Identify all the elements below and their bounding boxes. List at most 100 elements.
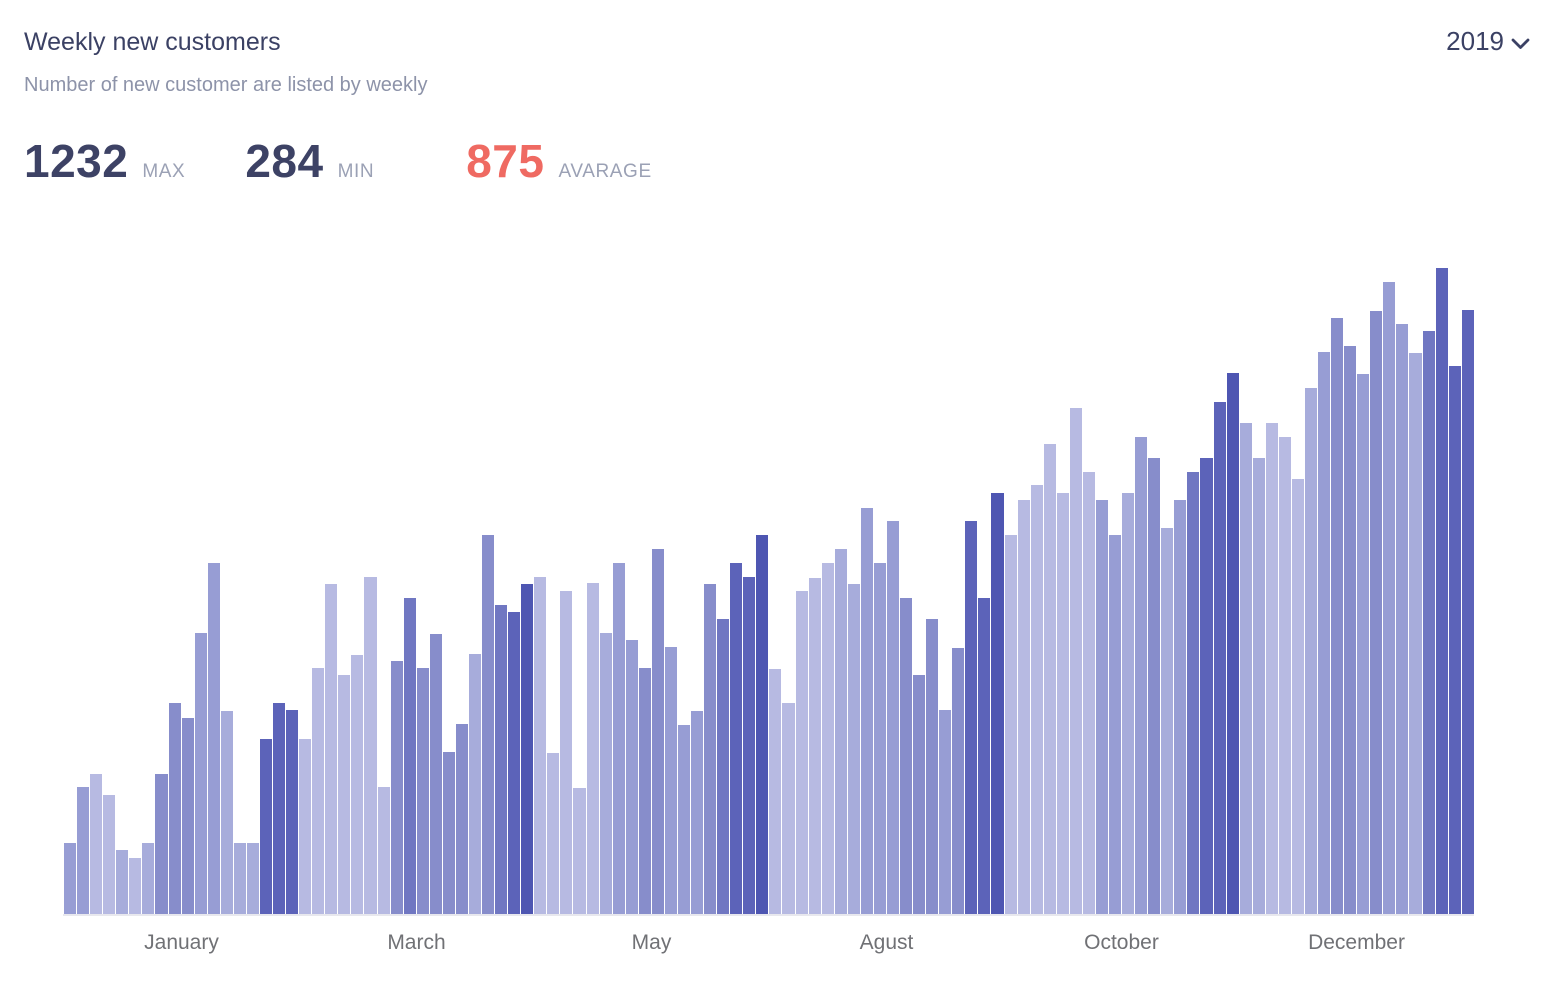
bar[interactable] bbox=[220, 711, 233, 914]
bar[interactable] bbox=[926, 618, 939, 914]
bar[interactable] bbox=[116, 850, 129, 914]
bar[interactable] bbox=[978, 597, 991, 914]
bar[interactable] bbox=[808, 577, 821, 914]
bar[interactable] bbox=[534, 576, 547, 914]
bar[interactable] bbox=[377, 787, 390, 914]
bar[interactable] bbox=[442, 751, 455, 914]
bar[interactable] bbox=[704, 584, 717, 914]
bar[interactable] bbox=[1239, 423, 1252, 914]
bar[interactable] bbox=[717, 618, 730, 914]
bar[interactable] bbox=[1213, 401, 1226, 914]
bar[interactable] bbox=[873, 563, 886, 914]
bar[interactable] bbox=[965, 521, 978, 914]
bar[interactable] bbox=[155, 774, 168, 914]
bar[interactable] bbox=[416, 668, 429, 914]
bar[interactable] bbox=[1278, 436, 1291, 914]
bar[interactable] bbox=[1095, 499, 1108, 914]
bar[interactable] bbox=[403, 597, 416, 914]
bar[interactable] bbox=[743, 576, 756, 914]
bar[interactable] bbox=[821, 563, 834, 914]
bar[interactable] bbox=[1409, 352, 1422, 914]
bar[interactable] bbox=[364, 576, 377, 914]
bar[interactable] bbox=[769, 669, 782, 914]
bar[interactable] bbox=[312, 668, 325, 914]
bar[interactable] bbox=[691, 711, 704, 914]
bar[interactable] bbox=[638, 668, 651, 914]
bar[interactable] bbox=[913, 674, 926, 914]
bar[interactable] bbox=[482, 534, 495, 914]
bar[interactable] bbox=[351, 654, 364, 914]
bar[interactable] bbox=[782, 703, 795, 914]
bar[interactable] bbox=[233, 843, 246, 914]
bar[interactable] bbox=[273, 703, 286, 914]
bar[interactable] bbox=[1422, 330, 1435, 914]
bar[interactable] bbox=[429, 634, 442, 914]
bar[interactable] bbox=[508, 612, 521, 914]
bar[interactable] bbox=[834, 549, 847, 914]
bar[interactable] bbox=[521, 584, 534, 914]
bar[interactable] bbox=[1304, 388, 1317, 914]
bar[interactable] bbox=[1252, 457, 1265, 914]
bar[interactable] bbox=[1017, 499, 1030, 914]
bar[interactable] bbox=[1357, 373, 1370, 914]
bar[interactable] bbox=[560, 591, 573, 914]
bar[interactable] bbox=[468, 653, 481, 914]
bar[interactable] bbox=[1187, 471, 1200, 914]
bar[interactable] bbox=[1318, 351, 1331, 914]
bar[interactable] bbox=[77, 787, 90, 914]
bar[interactable] bbox=[625, 639, 638, 914]
bar[interactable] bbox=[299, 738, 312, 914]
bar[interactable] bbox=[1344, 346, 1357, 914]
bar[interactable] bbox=[1056, 492, 1069, 914]
bar[interactable] bbox=[1030, 485, 1043, 914]
bar[interactable] bbox=[1265, 423, 1278, 914]
bar[interactable] bbox=[1291, 478, 1304, 914]
bar[interactable] bbox=[129, 857, 142, 914]
bar[interactable] bbox=[495, 605, 508, 914]
bar[interactable] bbox=[390, 660, 403, 914]
bar[interactable] bbox=[730, 563, 743, 914]
bar[interactable] bbox=[1069, 408, 1082, 914]
bar[interactable] bbox=[1004, 534, 1017, 914]
bar[interactable] bbox=[1043, 444, 1056, 914]
bar[interactable] bbox=[1383, 282, 1396, 914]
bar[interactable] bbox=[246, 843, 259, 914]
bar[interactable] bbox=[194, 632, 207, 914]
bar[interactable] bbox=[64, 843, 77, 914]
bar[interactable] bbox=[651, 549, 664, 914]
year-selector[interactable]: 2019 bbox=[1446, 26, 1530, 57]
bar[interactable] bbox=[756, 534, 769, 914]
bar[interactable] bbox=[455, 724, 468, 914]
bar[interactable] bbox=[142, 843, 155, 914]
bar[interactable] bbox=[325, 584, 338, 914]
bar[interactable] bbox=[168, 703, 181, 914]
bar[interactable] bbox=[586, 583, 599, 914]
bar[interactable] bbox=[677, 725, 690, 914]
bar[interactable] bbox=[286, 710, 299, 914]
bar[interactable] bbox=[1174, 499, 1187, 914]
bar[interactable] bbox=[599, 632, 612, 914]
bar[interactable] bbox=[207, 563, 220, 914]
bar[interactable] bbox=[1435, 268, 1448, 914]
bar[interactable] bbox=[1082, 471, 1095, 914]
bar[interactable] bbox=[547, 753, 560, 914]
bar[interactable] bbox=[1200, 457, 1213, 914]
bar[interactable] bbox=[1226, 372, 1239, 914]
bar[interactable] bbox=[900, 597, 913, 914]
bar[interactable] bbox=[795, 591, 808, 914]
bar[interactable] bbox=[1122, 492, 1135, 914]
bar[interactable] bbox=[860, 508, 873, 914]
bar[interactable] bbox=[991, 492, 1004, 914]
bar[interactable] bbox=[1109, 534, 1122, 914]
bar[interactable] bbox=[664, 647, 677, 914]
bar[interactable] bbox=[847, 584, 860, 914]
bar[interactable] bbox=[1396, 324, 1409, 914]
bar[interactable] bbox=[1331, 317, 1344, 914]
bar[interactable] bbox=[573, 788, 586, 914]
bar[interactable] bbox=[181, 717, 194, 914]
bar[interactable] bbox=[90, 774, 103, 914]
bar[interactable] bbox=[338, 674, 351, 914]
bar[interactable] bbox=[886, 521, 899, 914]
bar[interactable] bbox=[1161, 528, 1174, 914]
bar[interactable] bbox=[103, 794, 116, 914]
